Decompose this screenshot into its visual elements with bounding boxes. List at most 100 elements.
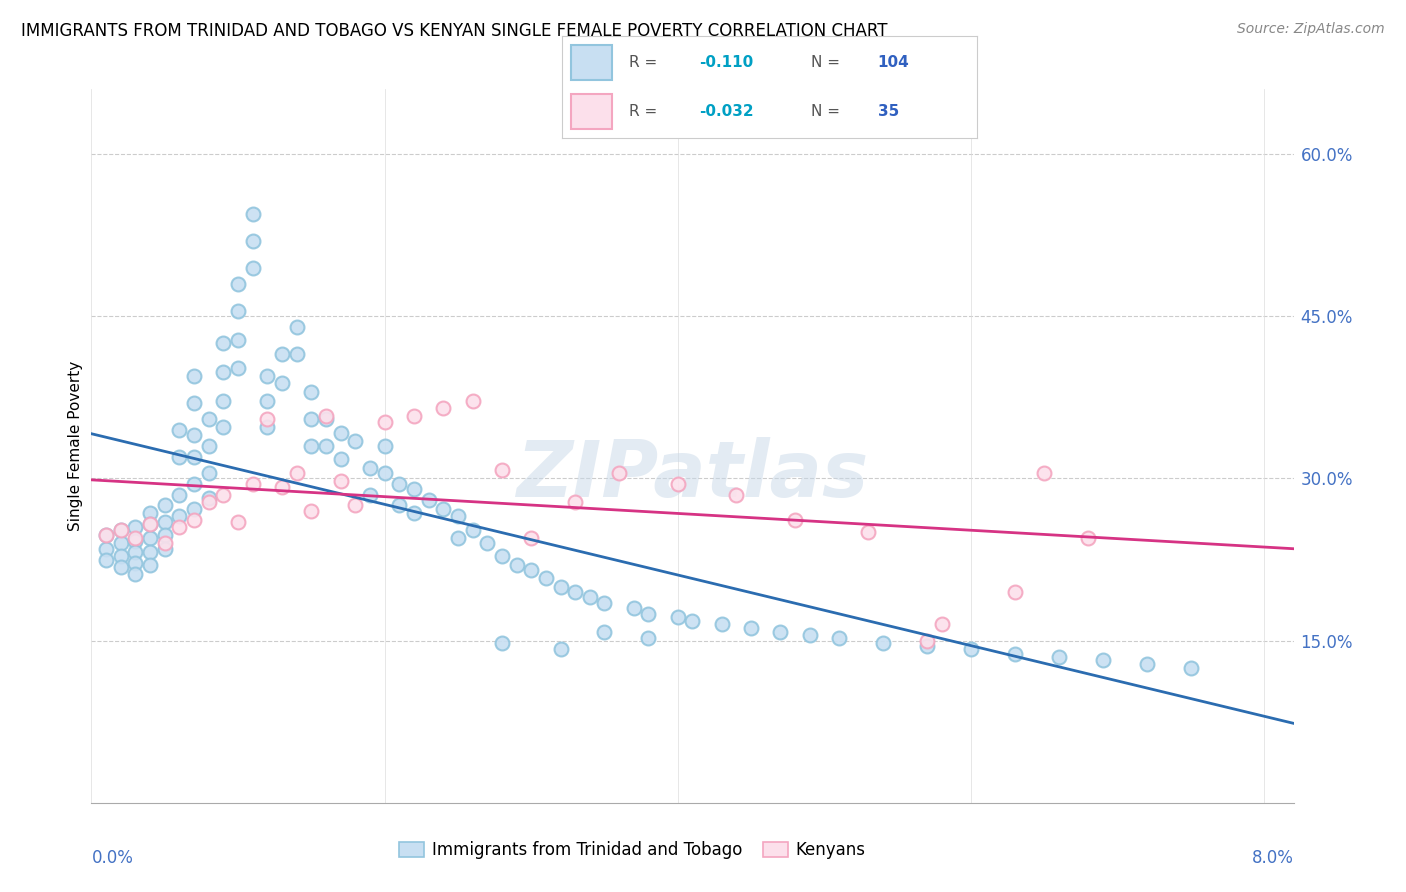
Point (271, 480, 294, 494)
Point (388, 499, 411, 513)
Point (637, 632, 659, 646)
Point (1004, 647, 1026, 661)
Point (299, 412, 322, 426)
Text: -0.032: -0.032 (699, 104, 754, 120)
Point (183, 396, 205, 410)
Point (110, 536, 132, 550)
Text: R =: R = (628, 54, 662, 70)
Point (124, 531, 146, 545)
Point (169, 450, 191, 464)
Text: 0.0%: 0.0% (91, 849, 134, 867)
Point (828, 632, 851, 646)
Point (94, 527, 117, 541)
Point (153, 536, 176, 550)
Point (769, 624, 792, 639)
Point (418, 493, 440, 508)
Point (666, 476, 689, 491)
Point (564, 495, 586, 509)
Point (94, 527, 117, 541)
Point (226, 361, 249, 376)
Point (256, 368, 278, 383)
Point (139, 531, 162, 545)
Point (242, 206, 264, 220)
Point (402, 409, 425, 423)
Bar (571, 95, 612, 129)
Point (915, 639, 938, 653)
Bar (571, 45, 612, 79)
Point (183, 512, 205, 526)
Point (94, 541, 117, 556)
Point (315, 412, 337, 426)
Legend: Immigrants from Trinidad and Tobago, Kenyans: Immigrants from Trinidad and Tobago, Ken… (392, 835, 873, 866)
Point (124, 556, 146, 570)
Point (1136, 657, 1159, 672)
Point (226, 333, 249, 347)
Point (681, 614, 703, 628)
Point (329, 425, 352, 440)
Point (110, 549, 132, 564)
Point (153, 541, 176, 556)
Point (226, 303, 249, 318)
Text: 35: 35 (877, 104, 898, 120)
Point (1091, 653, 1114, 667)
Point (315, 409, 337, 423)
Point (1077, 531, 1099, 545)
Point (710, 617, 733, 632)
Point (285, 466, 308, 480)
Point (783, 512, 806, 526)
Point (212, 419, 235, 434)
Point (242, 476, 264, 491)
Point (740, 621, 762, 635)
Point (607, 466, 630, 480)
Point (564, 585, 586, 599)
Point (285, 347, 308, 361)
Point (374, 466, 396, 480)
Point (139, 545, 162, 559)
Point (329, 452, 352, 467)
Text: IMMIGRANTS FROM TRINIDAD AND TOBAGO VS KENYAN SINGLE FEMALE POVERTY CORRELATION : IMMIGRANTS FROM TRINIDAD AND TOBAGO VS K… (21, 22, 887, 40)
Point (872, 636, 894, 650)
Point (491, 463, 513, 477)
Point (183, 428, 205, 442)
Point (491, 549, 513, 564)
Point (534, 571, 557, 585)
Point (197, 412, 219, 426)
Point (183, 501, 205, 516)
Point (124, 534, 146, 549)
Point (477, 536, 499, 550)
Point (550, 580, 572, 594)
Point (799, 628, 821, 642)
Point (212, 366, 235, 380)
Point (315, 439, 337, 453)
Point (915, 633, 938, 648)
Point (226, 277, 249, 291)
Point (666, 610, 689, 624)
Point (124, 566, 146, 581)
Point (139, 506, 162, 520)
Text: R =: R = (628, 104, 662, 120)
Point (447, 531, 470, 545)
Point (169, 520, 191, 534)
Point (1033, 466, 1056, 480)
Point (299, 439, 322, 453)
Point (94, 552, 117, 566)
Point (1004, 585, 1026, 599)
Point (359, 460, 381, 475)
Point (197, 495, 219, 509)
Point (212, 488, 235, 502)
Point (402, 506, 425, 520)
Point (169, 488, 191, 502)
Point (183, 450, 205, 464)
Text: 8.0%: 8.0% (1251, 849, 1294, 867)
Point (183, 476, 205, 491)
Point (285, 320, 308, 334)
Point (153, 515, 176, 529)
Point (153, 527, 176, 541)
Point (271, 347, 294, 361)
Point (110, 524, 132, 538)
Text: N =: N = (811, 104, 845, 120)
Point (579, 591, 602, 605)
Point (197, 491, 219, 505)
Point (226, 515, 249, 529)
Text: N =: N = (811, 54, 845, 70)
